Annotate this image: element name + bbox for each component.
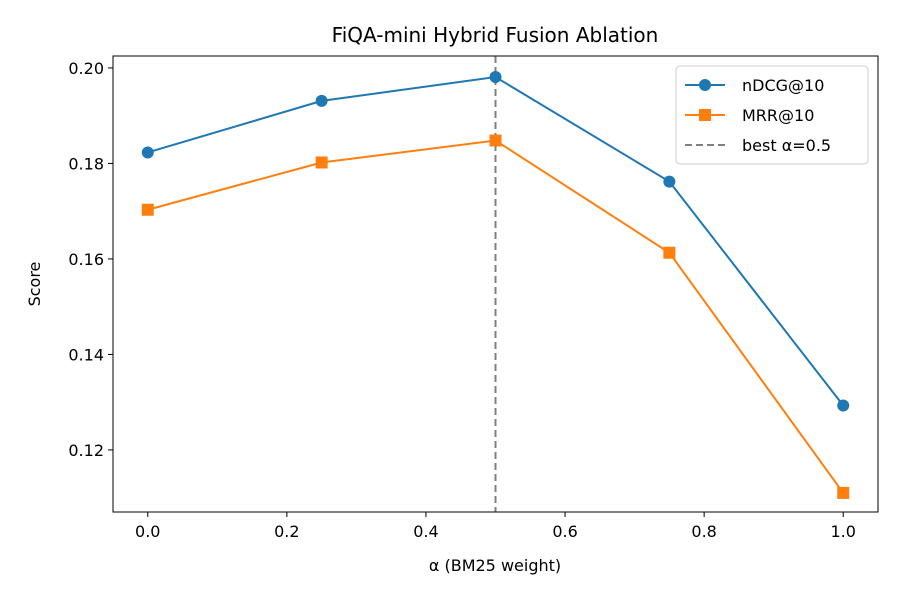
x-tick-label: 1.0	[831, 522, 856, 541]
legend-label: nDCG@10	[742, 76, 824, 95]
axes: 0.0 0.2 0.4 0.6 0.8 1.0 0.12 0.14 0.16 0.18 0.20	[68, 59, 856, 541]
x-tick-label: 0.2	[274, 522, 299, 541]
data-point	[663, 246, 676, 259]
data-point	[663, 175, 676, 188]
y-tick-label: 0.12	[68, 441, 104, 460]
chart-title: FiQA-mini Hybrid Fusion Ablation	[332, 23, 659, 47]
legend-label: best α=0.5	[742, 136, 831, 155]
x-tick-label: 0.6	[552, 522, 577, 541]
legend-marker	[699, 79, 711, 91]
data-point	[141, 146, 154, 159]
data-point	[489, 71, 502, 84]
x-tick-label: 0.4	[413, 522, 438, 541]
legend: nDCG@10 MRR@10 best α=0.5	[675, 65, 869, 165]
data-point	[837, 399, 850, 412]
y-axis-title: Score	[25, 262, 44, 307]
legend-label: MRR@10	[742, 106, 814, 125]
y-tick-label: 0.16	[68, 250, 104, 269]
data-point	[837, 486, 850, 499]
data-point	[489, 134, 502, 147]
x-tick-label: 0.8	[691, 522, 716, 541]
y-tick-label: 0.14	[68, 345, 104, 364]
data-point	[315, 94, 328, 107]
y-tick-label: 0.20	[68, 59, 104, 78]
data-point	[141, 203, 154, 216]
data-point	[315, 156, 328, 169]
legend-box	[675, 65, 869, 165]
y-tick-label: 0.18	[68, 154, 104, 173]
plot-frame	[112, 55, 879, 513]
plot-area	[141, 56, 850, 512]
x-tick-label: 0.0	[135, 522, 160, 541]
legend-marker	[699, 109, 711, 121]
x-axis-title: α (BM25 weight)	[429, 556, 561, 575]
